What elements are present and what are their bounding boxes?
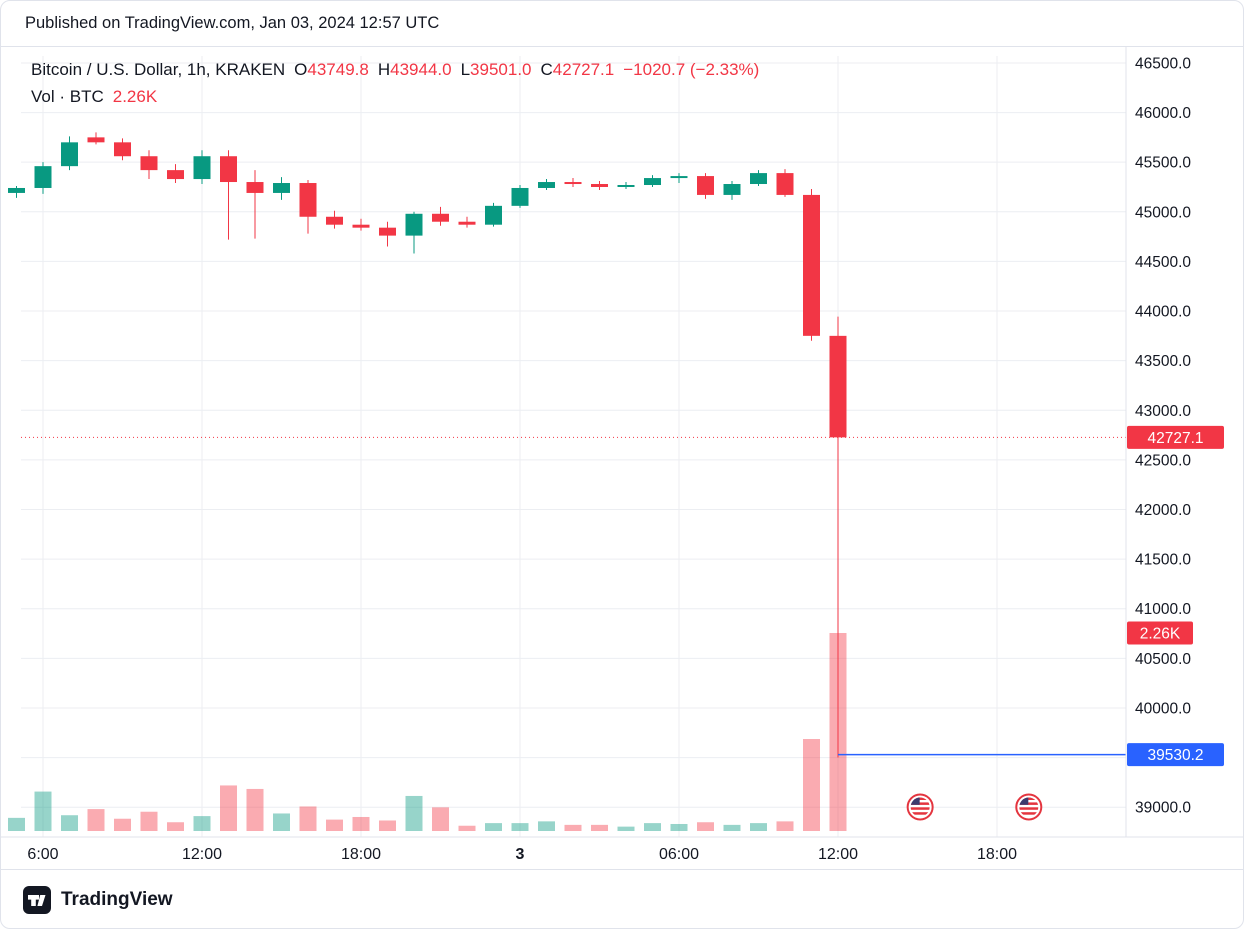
svg-text:18:00: 18:00	[341, 846, 381, 863]
svg-text:06:00: 06:00	[659, 846, 699, 863]
brand-name[interactable]: TradingView	[61, 888, 173, 910]
last-price-badge: 42727.1	[1127, 425, 1224, 449]
publish-info: Published on TradingView.com, Jan 03, 20…	[25, 14, 440, 32]
svg-text:43500.0: 43500.0	[1135, 353, 1191, 370]
volume-label[interactable]: Vol · BTC	[31, 87, 104, 106]
svg-text:3: 3	[516, 846, 525, 863]
time-axis[interactable]: 6:00 12:00 18:00 3 06:00 12:00 18:00	[27, 846, 1017, 863]
legend-row-symbol: Bitcoin / U.S. Dollar, 1h, KRAKEN O43749…	[31, 56, 759, 83]
svg-text:42500.0: 42500.0	[1135, 452, 1191, 469]
grid-lines	[21, 56, 1126, 837]
legend-row-volume: Vol · BTC 2.26K	[31, 83, 759, 110]
svg-text:45500.0: 45500.0	[1135, 155, 1191, 172]
svg-text:42727.1: 42727.1	[1147, 430, 1203, 447]
svg-text:44000.0: 44000.0	[1135, 304, 1191, 321]
svg-text:39000.0: 39000.0	[1135, 800, 1191, 817]
svg-text:42000.0: 42000.0	[1135, 502, 1191, 519]
svg-text:12:00: 12:00	[818, 846, 858, 863]
svg-text:2.26K: 2.26K	[1140, 626, 1181, 643]
change-value: −1020.7 (−2.33%)	[623, 60, 760, 79]
us-flag-icon[interactable]	[906, 793, 934, 821]
ohlc-low: L39501.0	[460, 60, 532, 79]
volume-badge: 2.26K	[1127, 621, 1193, 645]
svg-text:44500.0: 44500.0	[1135, 254, 1191, 271]
svg-text:46500.0: 46500.0	[1135, 55, 1191, 72]
ohlc-high: H43944.0	[377, 60, 452, 79]
chart-region: 46500.0 46000.0 45500.0 45000.0 44500.0 44000…	[1, 47, 1244, 869]
svg-text:40000.0: 40000.0	[1135, 700, 1191, 717]
price-axis[interactable]: 46500.0 46000.0 45500.0 45000.0 44500.0 44000…	[1135, 55, 1191, 816]
svg-text:39530.2: 39530.2	[1147, 747, 1203, 764]
volume-value: 2.26K	[112, 87, 158, 106]
svg-text:43000.0: 43000.0	[1135, 403, 1191, 420]
svg-text:41500.0: 41500.0	[1135, 552, 1191, 569]
low-marker-badge: 39530.2	[1127, 743, 1224, 767]
price-chart[interactable]: 46500.0 46000.0 45500.0 45000.0 44500.0 44000…	[1, 47, 1244, 869]
svg-text:6:00: 6:00	[27, 846, 58, 863]
ohlc-open: O43749.8	[294, 60, 369, 79]
svg-text:41000.0: 41000.0	[1135, 601, 1191, 618]
us-flag-icon[interactable]	[1015, 793, 1043, 821]
svg-text:12:00: 12:00	[182, 846, 222, 863]
candles-layer	[8, 132, 847, 758]
symbol-title[interactable]: Bitcoin / U.S. Dollar, 1h, KRAKEN	[31, 60, 286, 79]
svg-text:40500.0: 40500.0	[1135, 651, 1191, 668]
footer: TradingView	[1, 869, 1243, 928]
chart-legend: Bitcoin / U.S. Dollar, 1h, KRAKEN O43749…	[31, 56, 759, 110]
tradingview-logo-icon[interactable]	[23, 885, 51, 914]
volume-bars	[8, 633, 847, 831]
svg-text:45000.0: 45000.0	[1135, 204, 1191, 221]
publish-header: Published on TradingView.com, Jan 03, 20…	[1, 1, 1243, 47]
svg-text:18:00: 18:00	[977, 846, 1017, 863]
ohlc-close: C42727.1	[540, 60, 615, 79]
svg-text:46000.0: 46000.0	[1135, 105, 1191, 122]
